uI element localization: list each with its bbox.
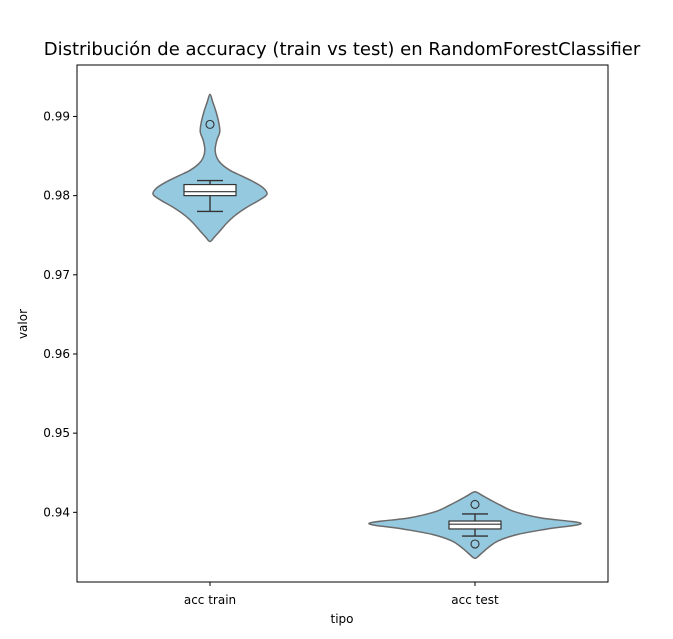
outlier-point xyxy=(470,499,480,509)
x-tick-label: acc train xyxy=(184,593,236,607)
y-tick-label: 0.96 xyxy=(43,347,70,361)
box-0 xyxy=(183,183,237,197)
y-tick-label: 0.95 xyxy=(43,426,70,440)
plot-frame xyxy=(76,64,609,583)
y-tick-label: 0.94 xyxy=(43,505,70,519)
outlier-point xyxy=(470,539,480,549)
y-axis-label: valor xyxy=(16,309,30,339)
box-1 xyxy=(448,520,502,530)
x-axis-label: tipo xyxy=(331,612,354,626)
y-tick-label: 0.98 xyxy=(43,189,70,203)
outlier-point xyxy=(205,119,215,129)
chart-title: Distribución de accuracy (train vs test)… xyxy=(44,39,641,60)
y-axis: 0.94 0.95 0.96 0.97 0.98 0.99 xyxy=(43,109,77,519)
x-tick-label: acc test xyxy=(451,593,499,607)
x-axis: acc train acc test xyxy=(184,582,499,607)
violin-0 xyxy=(152,93,268,243)
y-tick-label: 0.99 xyxy=(43,109,70,123)
y-tick-label: 0.97 xyxy=(43,268,70,282)
plot-area xyxy=(152,93,582,559)
